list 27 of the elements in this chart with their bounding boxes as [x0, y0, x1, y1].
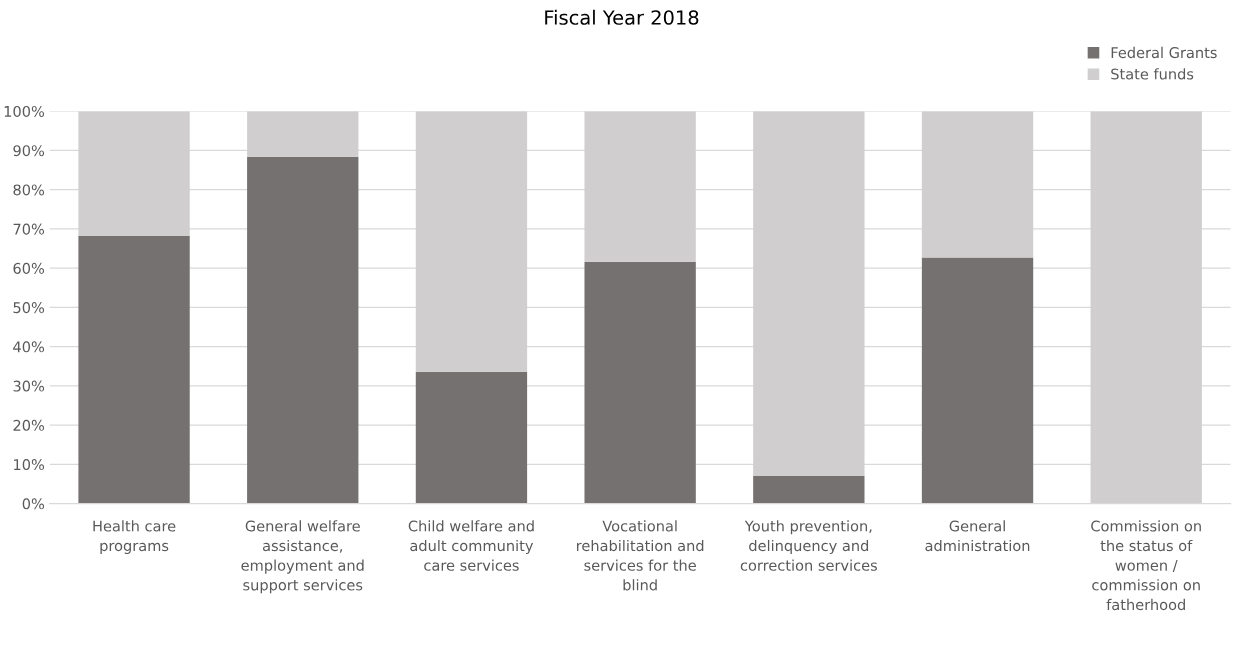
bar: [921, 257, 1034, 504]
y-tick-label: 60%: [13, 262, 45, 274]
x-tick-label: Youth prevention, delinquency and correction services: [740, 520, 877, 571]
x-tick-label: Vocational rehabilitation and services for the blind: [577, 520, 704, 591]
legend-label: State funds: [1111, 68, 1194, 80]
y-tick-label: 90%: [13, 145, 45, 157]
chart-title: Fiscal Year 2018: [545, 9, 699, 25]
y-tick-label: 20%: [13, 419, 45, 431]
x-tick-label: Child welfare and adult community care services: [408, 520, 534, 571]
x-tick-label: Commission on the status of women / commission on fatherhood: [1091, 520, 1201, 611]
y-tick-label: 70%: [13, 223, 45, 235]
y-tick-label: 0%: [22, 498, 45, 510]
y-tick-label: 40%: [13, 341, 45, 353]
y-tick-label: 50%: [13, 302, 45, 314]
y-tick-label: 10%: [14, 459, 45, 471]
y-tick-label: 30%: [13, 380, 45, 392]
bar: [78, 235, 190, 504]
x-tick-label: General welfare assistance, employment and support services: [241, 520, 364, 594]
legend-label: Federal Grants: [1111, 46, 1217, 59]
bar: [753, 476, 865, 504]
x-tick-label: Health care programs: [93, 520, 176, 555]
y-tick-label: 100%: [4, 105, 45, 117]
y-tick-label: 80%: [13, 184, 45, 196]
bar: [247, 156, 359, 504]
bar: [415, 371, 528, 504]
bar: [584, 261, 696, 504]
x-tick-label: General administration: [925, 520, 1030, 552]
